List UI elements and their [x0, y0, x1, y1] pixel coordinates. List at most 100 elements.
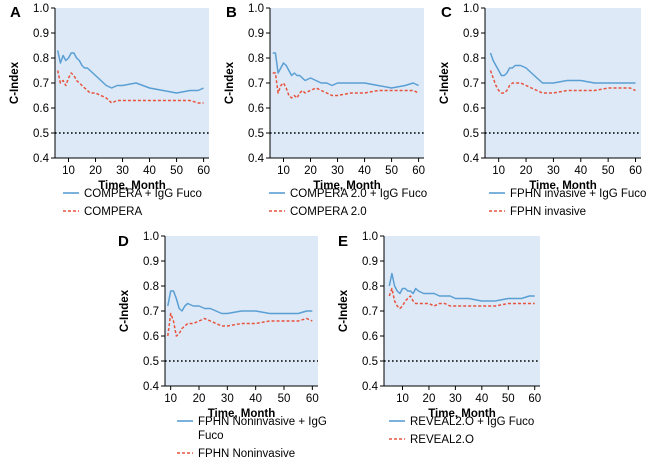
panel-a: A 0.4 0.5 0.6 0.7 0.8 0.9 1.0 10 20 30 40 50 60 Time, …	[9, 3, 210, 218]
x-tick-label: 60	[412, 165, 425, 177]
x-tick-label: 20	[304, 165, 317, 177]
x-tick-label: 60	[528, 393, 541, 405]
series-line-igg-fuco	[489, 52, 636, 84]
y-tick-label: 1.0	[248, 3, 264, 15]
x-tick-label: 50	[278, 393, 291, 405]
legend-label: REVEAL2.O	[410, 434, 474, 446]
x-tick-label: 20	[423, 393, 436, 405]
y-tick-label: 0.9	[463, 28, 479, 40]
y-tick-label: 0.4	[143, 381, 160, 393]
y-tick-label: 0.4	[248, 153, 265, 165]
y-tick-label: 1.0	[33, 3, 49, 15]
x-axis-label: Time, Month	[529, 180, 597, 192]
y-tick-label: 0.7	[33, 78, 49, 90]
panel-label: D	[118, 233, 129, 250]
panel-e: E 0.4 0.5 0.6 0.7 0.8 0.9 1.0 10 20 30 40 50 60 Time, …	[338, 231, 541, 446]
legend-entry: FPHN invasive	[489, 206, 586, 218]
x-tick-label: 30	[221, 393, 234, 405]
y-axis-label: C-Index	[439, 61, 451, 104]
panel-label: A	[10, 4, 21, 21]
x-tick-label: 10	[164, 393, 177, 405]
y-tick-label: 0.7	[362, 306, 378, 318]
y-tick-label: 0.5	[463, 128, 479, 140]
y-tick-label: 0.8	[463, 53, 479, 65]
legend-entry: COMPERA	[63, 206, 142, 218]
x-tick-label: 60	[306, 393, 319, 405]
x-tick-label: 40	[475, 393, 488, 405]
panel-d: D 0.4 0.5 0.6 0.7 0.8 0.9 1.0 10 20 30 40 50 60 Time, …	[118, 231, 330, 460]
series-line-igg-fuco	[167, 290, 313, 315]
y-axis-label: C-Index	[9, 61, 21, 104]
x-tick-label: 30	[547, 165, 560, 177]
x-axis-label: Time, Month	[313, 180, 381, 192]
legend-label: REVEAL2.O + IgG Fuco	[410, 416, 534, 428]
x-axis-label: Time, Month	[428, 408, 496, 420]
legend-label: FPHN Noninvasive + IgG Fuco	[198, 416, 330, 442]
y-tick-label: 0.5	[362, 356, 378, 368]
x-tick-label: 40	[358, 165, 371, 177]
y-tick-label: 0.8	[248, 53, 264, 65]
legend-entry: FPHN invasive + IgG Fuco	[489, 188, 646, 200]
y-axis-label: C-Index	[119, 289, 131, 332]
y-tick-label: 0.9	[33, 28, 49, 40]
y-tick-label: 0.6	[362, 331, 378, 343]
y-tick-label: 0.9	[143, 256, 159, 268]
y-tick-label: 0.5	[143, 356, 159, 368]
x-tick-label: 30	[449, 393, 462, 405]
x-tick-label: 10	[492, 165, 505, 177]
y-tick-label: 0.8	[362, 281, 378, 293]
x-tick-label: 40	[249, 393, 262, 405]
panel-label: E	[338, 233, 348, 250]
plot-area	[384, 236, 540, 386]
y-tick-label: 0.8	[143, 281, 159, 293]
x-tick-label: 50	[170, 165, 183, 177]
panel-b: B 0.4 0.5 0.6 0.7 0.8 0.9 1.0 10 20 30 40 50 60 Time, …	[224, 3, 427, 218]
legend-label: FPHN invasive + IgG Fuco	[510, 188, 646, 200]
legend-label: COMPERA + IgG Fuco	[84, 188, 202, 200]
series-line-baseline	[167, 312, 313, 337]
legend-label: COMPERA 2.0	[290, 206, 367, 218]
y-tick-label: 0.7	[463, 78, 479, 90]
legend-label: FPHN Noninvasive	[198, 448, 295, 460]
series-line-igg-fuco	[272, 52, 419, 89]
y-tick-label: 0.4	[463, 153, 480, 165]
y-tick-label: 0.6	[33, 103, 49, 115]
y-tick-label: 0.4	[33, 153, 50, 165]
x-axis-label: Time, Month	[208, 408, 276, 420]
x-tick-label: 20	[89, 165, 102, 177]
x-tick-label: 10	[277, 165, 290, 177]
x-tick-label: 10	[62, 165, 75, 177]
legend-entry: COMPERA 2.0	[269, 206, 367, 218]
x-tick-label: 30	[331, 165, 344, 177]
y-axis-label: C-Index	[224, 61, 236, 104]
x-tick-label: 20	[193, 393, 206, 405]
y-tick-label: 0.6	[463, 103, 479, 115]
legend-label: COMPERA	[84, 206, 142, 218]
y-tick-label: 1.0	[143, 231, 159, 243]
y-tick-label: 0.5	[248, 128, 264, 140]
series-line-baseline	[388, 287, 535, 310]
x-axis-label: Time, Month	[98, 180, 166, 192]
y-tick-label: 0.8	[33, 53, 49, 65]
legend-entry: FPHN Noninvasive	[177, 448, 295, 460]
x-tick-label: 40	[574, 165, 587, 177]
series-line-igg-fuco	[56, 50, 204, 94]
x-tick-label: 50	[385, 165, 398, 177]
x-tick-label: 10	[396, 393, 409, 405]
y-tick-label: 0.7	[143, 306, 159, 318]
y-tick-label: 1.0	[362, 231, 378, 243]
x-tick-label: 30	[116, 165, 129, 177]
y-tick-label: 0.4	[362, 381, 379, 393]
x-tick-label: 50	[502, 393, 515, 405]
series-line-baseline	[272, 72, 419, 99]
x-tick-label: 60	[197, 165, 210, 177]
y-tick-label: 1.0	[463, 3, 479, 15]
legend-entry: REVEAL2.O	[389, 434, 474, 446]
legend-label: COMPERA 2.0 + IgG Fuco	[290, 188, 427, 200]
y-tick-label: 0.6	[143, 331, 159, 343]
panel-c: C 0.4 0.5 0.6 0.7 0.8 0.9 1.0 10 20 30 40 50 60 Time, …	[439, 3, 646, 218]
panel-label: B	[226, 4, 237, 21]
y-tick-label: 0.9	[362, 256, 378, 268]
x-tick-label: 20	[520, 165, 533, 177]
